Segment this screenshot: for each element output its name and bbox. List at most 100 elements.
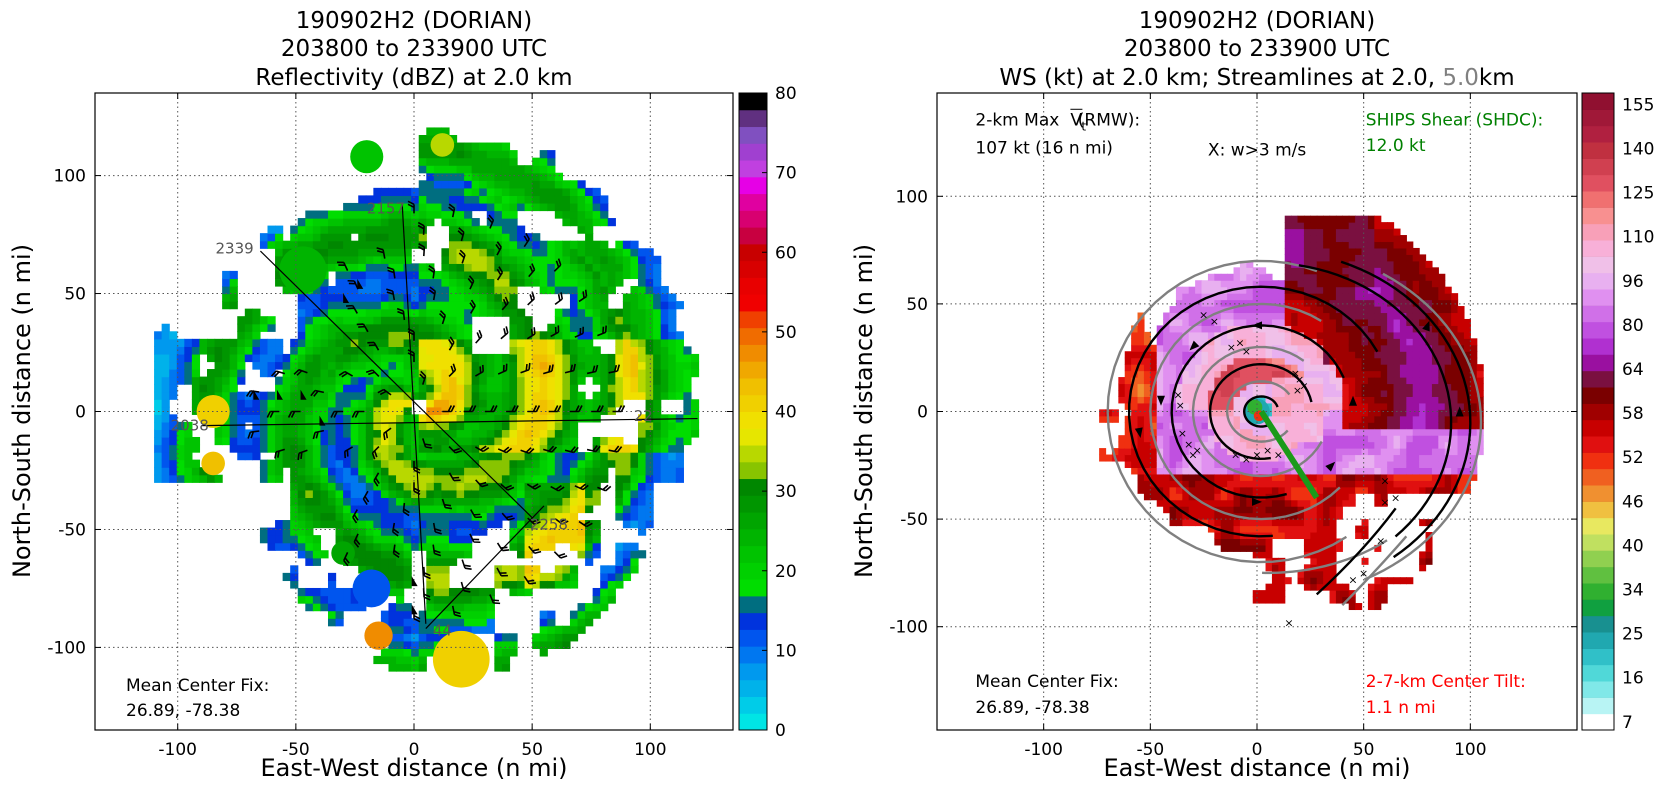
right-title-line1: 190902H2 (DORIAN) (1139, 8, 1376, 34)
wind-speed-cell (1221, 384, 1228, 391)
reflectivity-cell (305, 399, 313, 407)
wind-speed-cell (1374, 313, 1381, 320)
wind-speed-cell (1291, 300, 1298, 307)
wind-speed-cell (1253, 467, 1260, 474)
colorbar-tick-label: 70 (775, 164, 797, 184)
reflectivity-cell (472, 233, 480, 241)
reflectivity-cell (502, 429, 510, 437)
wind-speed-cell (1304, 513, 1311, 520)
reflectivity-cell (328, 226, 336, 234)
reflectivity-cell (275, 377, 283, 385)
reflectivity-cell (441, 158, 449, 166)
reflectivity-blob (331, 541, 355, 565)
reflectivity-cell (426, 361, 434, 369)
wind-speed-cell (1285, 293, 1292, 300)
reflectivity-cell (517, 429, 525, 437)
reflectivity-cell (396, 294, 404, 302)
reflectivity-cell (464, 143, 472, 151)
reflectivity-cell (396, 475, 404, 483)
reflectivity-cell (457, 392, 465, 400)
reflectivity-cell (305, 218, 313, 226)
reflectivity-cell (502, 505, 510, 513)
wind-speed-cell (1182, 351, 1189, 358)
reflectivity-cell (404, 550, 412, 558)
wind-speed-cell (1176, 493, 1183, 500)
reflectivity-cell (540, 354, 548, 362)
reflectivity-cell (230, 354, 238, 362)
reflectivity-cell (313, 543, 321, 551)
reflectivity-cell (305, 550, 313, 558)
wind-speed-cell (1131, 409, 1138, 416)
reflectivity-cell (593, 203, 601, 211)
reflectivity-cell (623, 354, 631, 362)
wind-speed-cell (1355, 287, 1362, 294)
wind-speed-cell (1355, 351, 1362, 358)
wind-speed-cell (1202, 416, 1209, 423)
reflectivity-cell (525, 475, 533, 483)
reflectivity-cell (252, 452, 260, 460)
reflectivity-cell (305, 528, 313, 536)
reflectivity-cell (381, 482, 389, 490)
wind-speed-cell (1278, 422, 1285, 429)
reflectivity-cell (646, 512, 654, 520)
reflectivity-cell (290, 482, 298, 490)
reflectivity-cell (555, 429, 563, 437)
wind-speed-cell (1323, 448, 1330, 455)
reflectivity-cell (388, 278, 396, 286)
reflectivity-cell (298, 520, 306, 528)
reflectivity-cell (305, 233, 313, 241)
reflectivity-cell (487, 603, 495, 611)
wind-speed-cell (1387, 422, 1394, 429)
reflectivity-cell (192, 437, 200, 445)
reflectivity-cell (434, 210, 442, 218)
reflectivity-cell (298, 460, 306, 468)
wind-speed-cell (1285, 577, 1292, 584)
reflectivity-cell (396, 233, 404, 241)
reflectivity-cell (252, 414, 260, 422)
reflectivity-cell (305, 460, 313, 468)
wind-speed-cell (1150, 455, 1157, 462)
reflectivity-cell (388, 452, 396, 460)
reflectivity-cell (578, 550, 586, 558)
reflectivity-cell (472, 218, 480, 226)
reflectivity-cell (540, 497, 548, 505)
reflectivity-cell (162, 414, 170, 422)
reflectivity-cell (464, 603, 472, 611)
wind-speed-cell (1342, 325, 1349, 332)
wind-speed-cell (1310, 429, 1317, 436)
reflectivity-cell (411, 633, 419, 641)
reflectivity-cell (192, 467, 200, 475)
wind-speed-cell (1176, 455, 1183, 462)
wind-speed-cell (1355, 467, 1362, 474)
reflectivity-cell (449, 173, 457, 181)
reflectivity-cell (562, 241, 570, 249)
reflectivity-cell (494, 377, 502, 385)
reflectivity-cell (623, 248, 631, 256)
wind-speed-cell (1278, 338, 1285, 345)
reflectivity-cell (351, 316, 359, 324)
reflectivity-cell (494, 467, 502, 475)
reflectivity-cell (540, 475, 548, 483)
reflectivity-cell (532, 535, 540, 543)
wind-speed-cell (1234, 461, 1241, 468)
reflectivity-cell (487, 233, 495, 241)
reflectivity-cell (472, 603, 480, 611)
reflectivity-cell (502, 573, 510, 581)
reflectivity-cell (411, 286, 419, 294)
reflectivity-cell (366, 271, 374, 279)
wind-speed-cell (1182, 287, 1189, 294)
reflectivity-cell (570, 490, 578, 498)
reflectivity-cell (388, 505, 396, 513)
reflectivity-cell (320, 384, 328, 392)
wind-speed-cell (1214, 538, 1221, 545)
wind-speed-cell (1304, 319, 1311, 326)
reflectivity-cell (366, 218, 374, 226)
reflectivity-cell (668, 445, 676, 453)
wind-speed-cell (1221, 545, 1228, 552)
reflectivity-cell (154, 399, 162, 407)
wind-speed-cell (1266, 461, 1273, 468)
reflectivity-cell (457, 596, 465, 604)
reflectivity-cell (245, 354, 253, 362)
wind-speed-cell (1304, 280, 1311, 287)
reflectivity-cell (585, 528, 593, 536)
